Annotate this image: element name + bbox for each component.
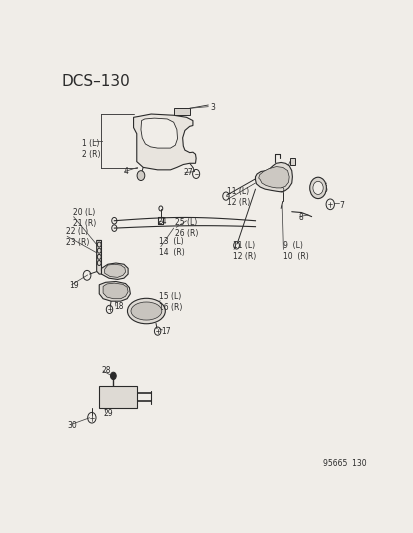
Text: 20 (L)
21 (R): 20 (L) 21 (R) [72, 208, 96, 228]
Text: 28: 28 [101, 367, 111, 375]
Polygon shape [99, 386, 136, 408]
Text: 4: 4 [123, 167, 128, 176]
Text: 9  (L)
10  (R): 9 (L) 10 (R) [282, 240, 308, 261]
Text: 29: 29 [103, 409, 112, 418]
Text: 27: 27 [183, 168, 192, 177]
Circle shape [110, 372, 116, 379]
Polygon shape [101, 263, 128, 279]
Circle shape [309, 177, 325, 199]
Polygon shape [140, 118, 177, 148]
Text: 7: 7 [338, 201, 343, 210]
Text: 30: 30 [67, 422, 77, 431]
Ellipse shape [127, 298, 165, 324]
Text: 5: 5 [279, 184, 284, 193]
Polygon shape [133, 114, 196, 170]
Polygon shape [289, 158, 294, 165]
Polygon shape [258, 166, 288, 188]
Text: 6: 6 [322, 184, 327, 193]
Text: 18: 18 [114, 302, 123, 311]
Text: 11 (L)
12 (R): 11 (L) 12 (R) [233, 240, 256, 261]
Polygon shape [173, 108, 189, 115]
Text: 8: 8 [298, 213, 303, 222]
Text: 24: 24 [157, 217, 167, 227]
Ellipse shape [131, 302, 161, 320]
Text: 1 (L)
2 (R): 1 (L) 2 (R) [82, 139, 100, 159]
Polygon shape [96, 240, 114, 274]
Text: DCS–130: DCS–130 [61, 74, 130, 89]
Circle shape [137, 171, 145, 181]
Polygon shape [104, 264, 125, 277]
Text: 11 (L)
12 (R): 11 (L) 12 (R) [226, 187, 249, 207]
Text: 25 (L)
26 (R): 25 (L) 26 (R) [175, 218, 198, 238]
Text: 17: 17 [161, 327, 170, 336]
Circle shape [312, 181, 323, 195]
Polygon shape [99, 281, 130, 301]
Text: 3: 3 [210, 102, 215, 111]
Polygon shape [103, 283, 128, 298]
Text: 22 (L)
23 (R): 22 (L) 23 (R) [66, 227, 89, 247]
Text: 15 (L)
16 (R): 15 (L) 16 (R) [159, 292, 182, 312]
Text: 13  (L)
14  (R): 13 (L) 14 (R) [159, 237, 185, 257]
Text: 19: 19 [69, 281, 79, 290]
Polygon shape [255, 163, 292, 192]
Text: 95665  130: 95665 130 [322, 459, 365, 468]
